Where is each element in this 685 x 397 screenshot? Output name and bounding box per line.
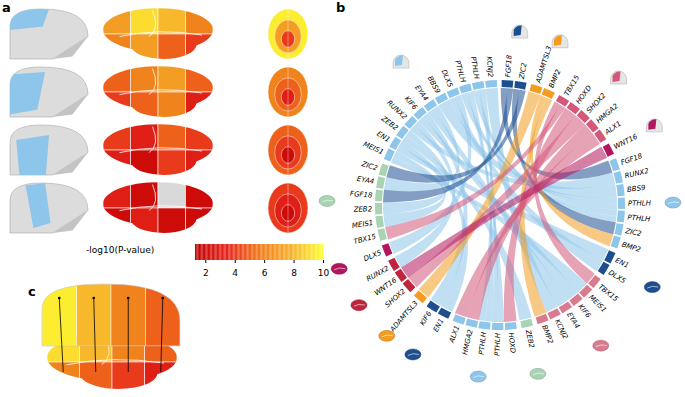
svg-text:WNT16: WNT16 [613, 132, 640, 151]
svg-text:PTHLH: PTHLH [628, 199, 652, 207]
svg-text:EN1: EN1 [375, 130, 391, 144]
svg-text:KIF6: KIF6 [403, 95, 419, 112]
svg-text:PTHLH: PTHLH [453, 59, 467, 84]
svg-text:KIF6: KIF6 [418, 310, 433, 327]
svg-text:HOXD: HOXD [574, 84, 594, 106]
svg-text:ADAMTSL3: ADAMTSL3 [388, 299, 420, 334]
html-text:-log10(P-value): -log10(P-value) [86, 245, 155, 255]
svg-text:FGF18: FGF18 [504, 54, 513, 77]
svg-text:HMGA2: HMGA2 [594, 102, 620, 126]
svg-text:EN1: EN1 [614, 256, 630, 269]
svg-text:TBX15: TBX15 [596, 282, 620, 304]
svg-text:SHOX2: SHOX2 [585, 91, 608, 115]
svg-text:WNT16: WNT16 [373, 276, 399, 298]
svg-text:BBS9: BBS9 [627, 184, 647, 194]
svg-text:ZIC2: ZIC2 [360, 160, 379, 173]
svg-text:FGF18: FGF18 [620, 152, 644, 167]
svg-text:RUNX2: RUNX2 [365, 264, 391, 283]
svg-text:ALX1: ALX1 [447, 324, 461, 345]
svg-text:ALX1: ALX1 [603, 120, 623, 137]
svg-text:b: b [336, 0, 345, 15]
svg-text:EYA4: EYA4 [356, 175, 375, 186]
svg-text:PTHLH: PTHLH [627, 213, 651, 223]
svg-text:ZIC2: ZIC2 [518, 62, 529, 81]
svg-text:HMGA2: HMGA2 [461, 328, 475, 356]
svg-text:KIF6: KIF6 [577, 303, 593, 320]
svg-text:DLX5: DLX5 [440, 68, 455, 89]
svg-text:10: 10 [318, 268, 330, 278]
svg-text:BBS9: BBS9 [426, 75, 442, 96]
svg-text:MEIS1: MEIS1 [351, 219, 373, 230]
svg-text:DLX5: DLX5 [362, 249, 383, 263]
svg-text:ADAMTSL3: ADAMTSL3 [534, 45, 554, 84]
svg-text:BMP2: BMP2 [547, 68, 562, 90]
svg-text:RUNX2: RUNX2 [385, 98, 409, 122]
svg-text:EYA4: EYA4 [413, 84, 430, 103]
svg-text:8: 8 [291, 268, 297, 278]
svg-text:EYA4: EYA4 [565, 311, 581, 330]
svg-text:MEIS1: MEIS1 [362, 140, 385, 156]
svg-text:HOXD: HOXD [507, 332, 517, 354]
svg-text:c: c [28, 284, 36, 299]
svg-text:a: a [2, 0, 11, 15]
svg-text:ZEB2: ZEB2 [523, 328, 535, 349]
svg-text:2: 2 [203, 268, 209, 278]
svg-text:KCNJ2: KCNJ2 [485, 56, 495, 78]
svg-text:4: 4 [232, 268, 238, 278]
svg-text:ZEB2: ZEB2 [352, 205, 372, 214]
svg-text:6: 6 [262, 268, 268, 278]
svg-text:TBX15: TBX15 [562, 73, 582, 98]
svg-text:PTHLH: PTHLH [469, 56, 481, 81]
svg-text:EN1: EN1 [432, 317, 446, 333]
svg-text:BMP2: BMP2 [540, 324, 554, 346]
svg-text:ZEB2: ZEB2 [379, 114, 400, 132]
svg-text:BMP2: BMP2 [621, 240, 643, 254]
svg-text:SHOX2: SHOX2 [383, 287, 408, 310]
svg-text:ZIC2: ZIC2 [624, 227, 643, 238]
svg-text:RUNX2: RUNX2 [624, 167, 650, 180]
svg-text:DLX5: DLX5 [607, 269, 627, 286]
svg-text:MEIS1: MEIS1 [587, 293, 608, 315]
svg-text:TBX15: TBX15 [353, 232, 378, 245]
svg-text:PTHLH: PTHLH [477, 331, 488, 355]
svg-text:FGF18: FGF18 [350, 190, 373, 200]
svg-text:KCNJ2: KCNJ2 [553, 318, 570, 341]
svg-text:PTHLH: PTHLH [494, 332, 502, 356]
